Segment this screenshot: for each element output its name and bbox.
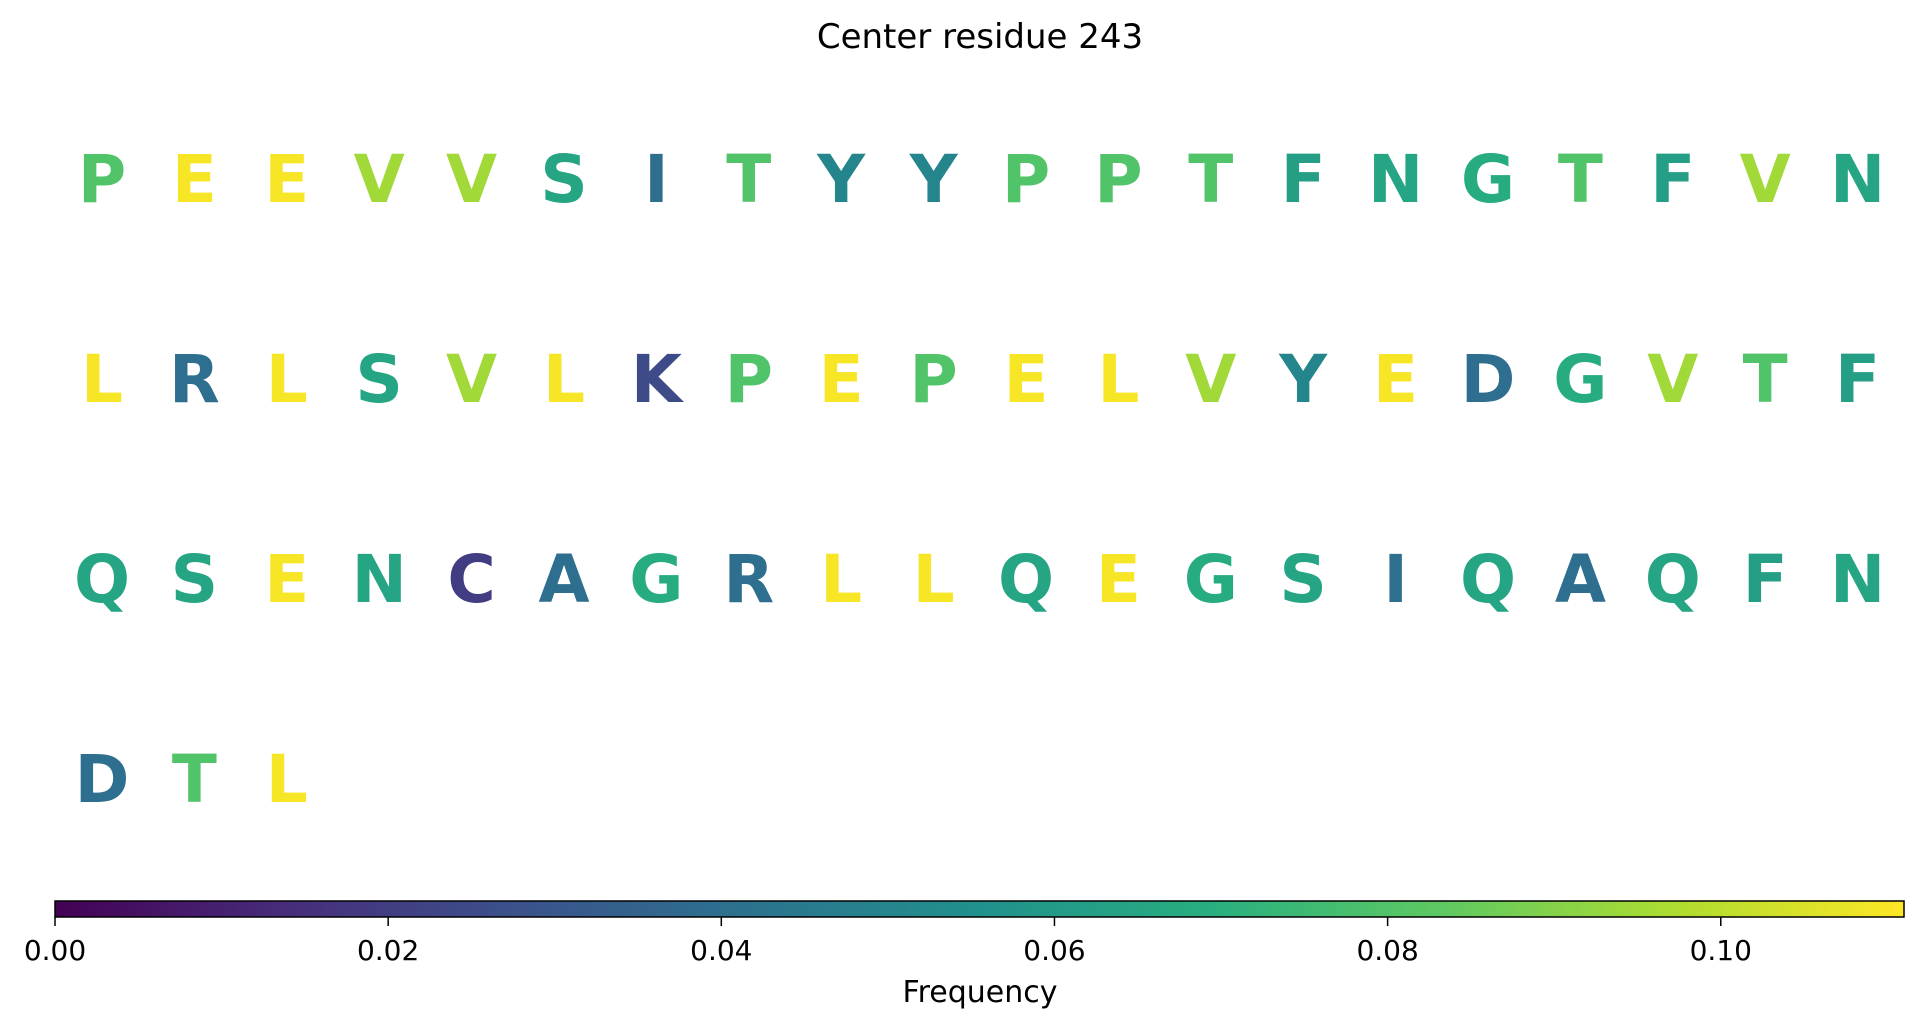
residue-letter: G	[1184, 541, 1238, 618]
residue-letter: L	[820, 541, 862, 618]
residue-letter: S	[171, 541, 219, 618]
residue-letter: V	[354, 141, 405, 218]
residue-letter: P	[78, 141, 126, 218]
residue-letter: Q	[998, 541, 1054, 618]
residue-letter: T	[172, 741, 217, 818]
residue-letter: V	[1647, 341, 1698, 418]
residue-letter: F	[1650, 141, 1695, 218]
residue-letter: T	[1188, 141, 1233, 218]
residue-letter: F	[1743, 541, 1788, 618]
residue-letter: R	[169, 341, 220, 418]
residue-letter: L	[913, 541, 955, 618]
residue-letter: E	[819, 341, 864, 418]
residue-letter: P	[909, 341, 957, 418]
residue-letter: L	[266, 341, 308, 418]
residue-letter: N	[1830, 141, 1885, 218]
colorbar: 0.00 0.02 0.04 0.06 0.08 0.10 Frequency	[24, 900, 1905, 1010]
residue-letter: G	[629, 541, 683, 618]
residue-letter: L	[81, 341, 123, 418]
residue-letter: V	[446, 141, 497, 218]
residue-letter: G	[1461, 141, 1515, 218]
colorbar-tick-label: 0.06	[1023, 934, 1085, 967]
colorbar-tick-label: 0.10	[1690, 934, 1752, 967]
residue-letter: I	[1383, 541, 1408, 618]
residue-letter: V	[446, 341, 497, 418]
residue-letter: I	[644, 141, 669, 218]
residue-letter: N	[352, 541, 407, 618]
residue-letter: L	[266, 741, 308, 818]
residue-letter: F	[1281, 141, 1326, 218]
residue-letter: T	[1558, 141, 1603, 218]
colorbar-ticks: 0.00 0.02 0.04 0.06 0.08 0.10	[24, 917, 1752, 967]
residue-letter: P	[725, 341, 773, 418]
residue-letter: N	[1830, 541, 1885, 618]
residue-letter: A	[1555, 541, 1606, 618]
residue-letter: L	[543, 341, 585, 418]
colorbar-label: Frequency	[903, 975, 1058, 1010]
residue-letter: S	[1279, 541, 1327, 618]
residue-letter: L	[1097, 341, 1139, 418]
residue-letter: D	[75, 741, 130, 818]
residue-letter: S	[355, 341, 403, 418]
residue-letter: Q	[74, 541, 130, 618]
residue-letter: E	[172, 141, 217, 218]
colorbar-tick-label: 0.04	[690, 934, 752, 967]
residue-letter: K	[631, 341, 685, 418]
residue-letter: E	[1096, 541, 1141, 618]
residue-letter: R	[723, 541, 774, 618]
residue-letter: E	[1003, 341, 1048, 418]
residue-letter: P	[1002, 141, 1050, 218]
residue-letter: C	[447, 541, 495, 618]
residue-letter: Y	[1278, 341, 1328, 418]
residue-letter: S	[540, 141, 588, 218]
colorbar-tick-label: 0.00	[24, 934, 86, 967]
colorbar-tick-label: 0.02	[357, 934, 419, 967]
residue-letter: V	[1740, 141, 1791, 218]
residue-letter: V	[1185, 341, 1236, 418]
colorbar-tick-label: 0.08	[1356, 934, 1418, 967]
colorbar-gradient-bar	[54, 900, 1905, 918]
residue-letter: E	[264, 541, 309, 618]
residue-letter: T	[726, 141, 771, 218]
residue-letter: Q	[1645, 541, 1701, 618]
residue-letter: G	[1553, 341, 1607, 418]
residue-letter: Y	[909, 141, 959, 218]
chart-title: Center residue 243	[817, 17, 1143, 57]
residue-letter: A	[538, 541, 589, 618]
residue-letter: E	[264, 141, 309, 218]
residue-letter: Q	[1460, 541, 1516, 618]
residue-letter-grid: P E E V V S I T Y Y P P T F N G T F V NL R L S V L K P E P E L V Y E D G V T F…	[74, 141, 1885, 818]
residue-letter: F	[1835, 341, 1880, 418]
residue-letter: D	[1461, 341, 1516, 418]
residue-letter: E	[1373, 341, 1418, 418]
residue-letter: T	[1743, 341, 1788, 418]
residue-letter: N	[1368, 141, 1423, 218]
residue-letter: P	[1094, 141, 1142, 218]
residue-letter: Y	[816, 141, 866, 218]
